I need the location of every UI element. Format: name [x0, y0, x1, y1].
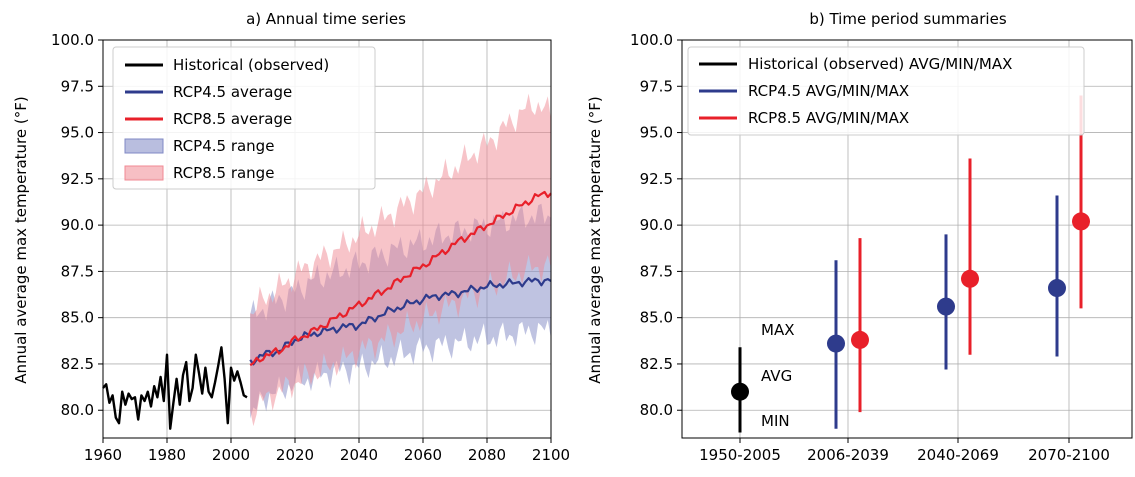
panel-a-xtick-label: 1960 [84, 446, 122, 464]
panel-a-ytick-label: 90.0 [61, 216, 94, 234]
panel-a-xtick-label: 2060 [404, 446, 442, 464]
annotation-max: MAX [761, 321, 794, 339]
panel-b-ytick-label: 90.0 [640, 216, 673, 234]
panel-a-xtick-label: 2040 [340, 446, 378, 464]
annotation-avg: AVG [761, 367, 792, 385]
panel-a-time-series: a) Annual time series Annual average max… [12, 10, 570, 464]
panel-a-ylabel: Annual average max temperature (°F) [12, 96, 30, 383]
legend-historical-label: Historical (observed) [173, 56, 329, 74]
legend-b-rcp85-label: RCP8.5 AVG/MIN/MAX [748, 109, 909, 127]
panel-b-legend: Historical (observed) AVG/MIN/MAX RCP4.5… [687, 46, 1085, 136]
panel-a-xtick-label: 2000 [212, 446, 250, 464]
historical-avg-marker [731, 382, 749, 401]
panel-b-ytick-label: 92.5 [640, 170, 673, 188]
legend-rcp45-range-swatch [124, 138, 164, 154]
panel-a-ytick-label: 97.5 [61, 77, 94, 95]
panel-a-ytick-label: 85.0 [61, 309, 94, 327]
rcp45-avg-marker [827, 334, 845, 353]
panel-a-ytick-label: 87.5 [61, 262, 94, 280]
panel-b-period-summaries: b) Time period summaries Annual average … [586, 10, 1133, 464]
panel-a-title: a) Annual time series [246, 10, 406, 28]
panel-b-xtick-label: 1950-2005 [699, 446, 781, 464]
panel-b-ytick-label: 85.0 [640, 309, 673, 327]
legend-rcp85-avg-label: RCP8.5 average [173, 110, 292, 128]
panel-b-ytick-label: 87.5 [640, 262, 673, 280]
panel-b-ytick-label: 82.5 [640, 355, 673, 373]
panel-a-ytick-label: 100.0 [51, 31, 94, 49]
panel-b-x-ticks: 1950-2005 2006-2039 2040-2069 2070-2100 [699, 438, 1110, 464]
panel-b-title: b) Time period summaries [809, 10, 1006, 28]
panel-b-xtick-label: 2070-2100 [1028, 446, 1110, 464]
legend-rcp85-range-swatch [124, 165, 164, 181]
panel-b-ytick-label: 95.0 [640, 124, 673, 142]
panel-a-xtick-label: 1980 [148, 446, 186, 464]
rcp85-avg-marker [1072, 212, 1090, 231]
legend-b-historical-label: Historical (observed) AVG/MIN/MAX [748, 55, 1012, 73]
panel-a-ytick-label: 80.0 [61, 401, 94, 419]
rcp85-range-band [250, 93, 551, 427]
panel-a-ytick-label: 82.5 [61, 355, 94, 373]
panel-a-ytick-label: 92.5 [61, 170, 94, 188]
panel-a-xtick-label: 2020 [276, 446, 314, 464]
legend-rcp45-avg-label: RCP4.5 average [173, 83, 292, 101]
annotation-min: MIN [761, 412, 790, 430]
panel-b-ytick-label: 97.5 [640, 77, 673, 95]
rcp45-avg-marker [937, 297, 955, 316]
panel-a-xtick-label: 2100 [532, 446, 570, 464]
legend-rcp85-range-label: RCP8.5 range [173, 164, 274, 182]
panel-a-ranges [250, 93, 551, 427]
legend-b-rcp45-label: RCP4.5 AVG/MIN/MAX [748, 82, 909, 100]
panel-a-x-ticks: 1960 1980 2000 2020 2040 2060 2080 2100 [84, 438, 570, 464]
panel-b-ytick-label: 80.0 [640, 401, 673, 419]
rcp85-avg-marker [961, 269, 979, 288]
historical-line [102, 346, 248, 430]
panel-b-legend-box [687, 46, 1085, 136]
panel-b-xtick-label: 2040-2069 [917, 446, 999, 464]
panel-a-lines [102, 190, 552, 430]
panel-b-ytick-label: 100.0 [630, 31, 673, 49]
panel-b-error-bars [731, 95, 1090, 433]
rcp85-avg-marker [851, 330, 869, 349]
panel-b-frame [681, 39, 1133, 439]
panel-b-xtick-label: 2006-2039 [807, 446, 889, 464]
rcp85-average-line [249, 190, 552, 367]
rcp45-avg-marker [1048, 279, 1066, 298]
panel-a-legend-box [112, 46, 376, 190]
panel-a-legend: Historical (observed) RCP4.5 average RCP… [112, 46, 376, 190]
legend-rcp45-range-label: RCP4.5 range [173, 137, 274, 155]
panel-a-xtick-label: 2080 [468, 446, 506, 464]
panel-a-y-ticks: 80.0 82.5 85.0 87.5 90.0 92.5 95.0 97.5 100.0 [51, 31, 103, 419]
panel-a-ytick-label: 95.0 [61, 124, 94, 142]
panel-a-frame [102, 39, 552, 439]
panel-b-y-ticks: 80.0 82.5 85.0 87.5 90.0 92.5 95.0 97.5 100.0 [630, 31, 682, 419]
panel-b-ylabel: Annual average max temperature (°F) [586, 96, 604, 383]
